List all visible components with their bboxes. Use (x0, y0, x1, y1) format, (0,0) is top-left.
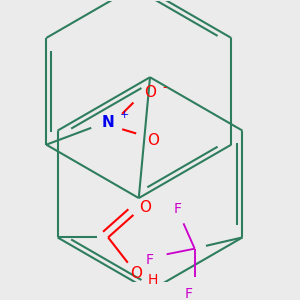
Text: -: - (162, 81, 166, 94)
Text: O: O (147, 133, 159, 148)
Text: O: O (139, 200, 151, 215)
Text: F: F (146, 253, 154, 267)
Text: F: F (174, 202, 182, 216)
Text: F: F (185, 286, 193, 300)
Text: H: H (148, 273, 158, 286)
Text: +: + (120, 110, 130, 120)
Text: O: O (130, 266, 142, 281)
Text: O: O (144, 85, 156, 100)
Text: N: N (102, 115, 115, 130)
